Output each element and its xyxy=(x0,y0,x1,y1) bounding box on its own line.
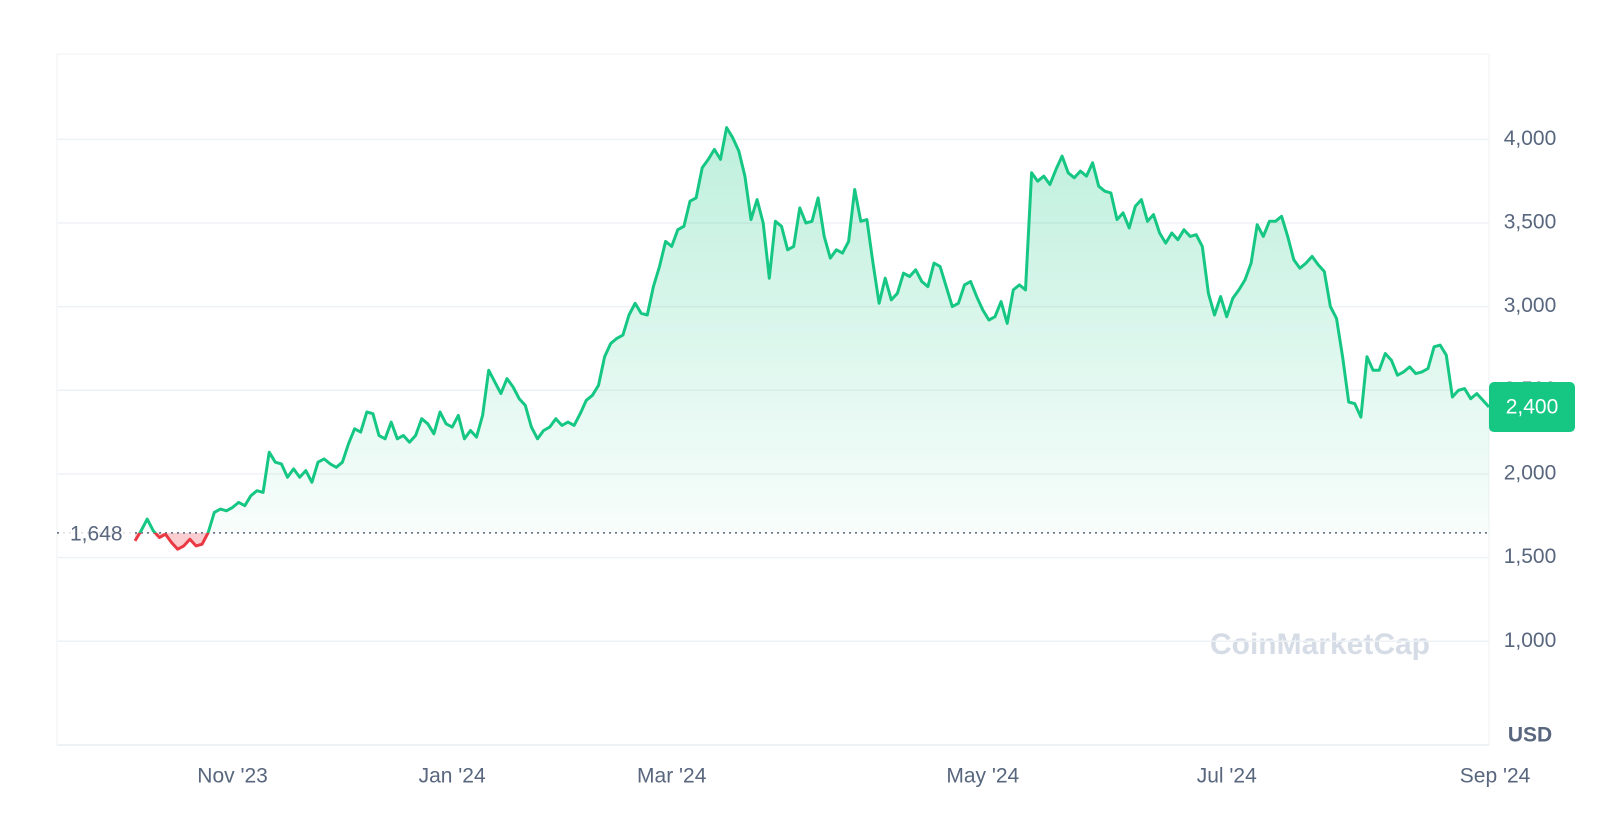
plot: 1,648 2,400 xyxy=(57,126,1575,551)
baseline-label-bg xyxy=(62,518,132,547)
area-up xyxy=(139,127,1489,533)
y-tick-label: 1,000 xyxy=(1504,629,1557,652)
x-tick-label: Jul '24 xyxy=(1197,765,1257,788)
current-price-label: 2,400 xyxy=(1506,396,1559,419)
y-tick-label: 3,500 xyxy=(1504,211,1557,234)
baseline-label: 1,648 xyxy=(70,522,123,545)
price-line xyxy=(138,126,1491,533)
y-tick-label: 4,000 xyxy=(1504,127,1557,150)
x-tick-label: May '24 xyxy=(946,765,1019,788)
current-price-tag xyxy=(1489,382,1575,433)
x-tick-label: Nov '23 xyxy=(197,765,268,788)
watermark: CoinMarketCap xyxy=(1210,628,1430,661)
x-tick-label: Sep '24 xyxy=(1460,765,1531,788)
y-axis-label: USD xyxy=(1508,724,1552,747)
x-tick-label: Mar '24 xyxy=(637,765,707,788)
y-tick-label: 1,500 xyxy=(1504,545,1557,568)
x-tick-label: Jan '24 xyxy=(419,765,486,788)
y-tick-label: 2,000 xyxy=(1504,462,1557,485)
y-tick-label: 3,000 xyxy=(1504,294,1557,317)
